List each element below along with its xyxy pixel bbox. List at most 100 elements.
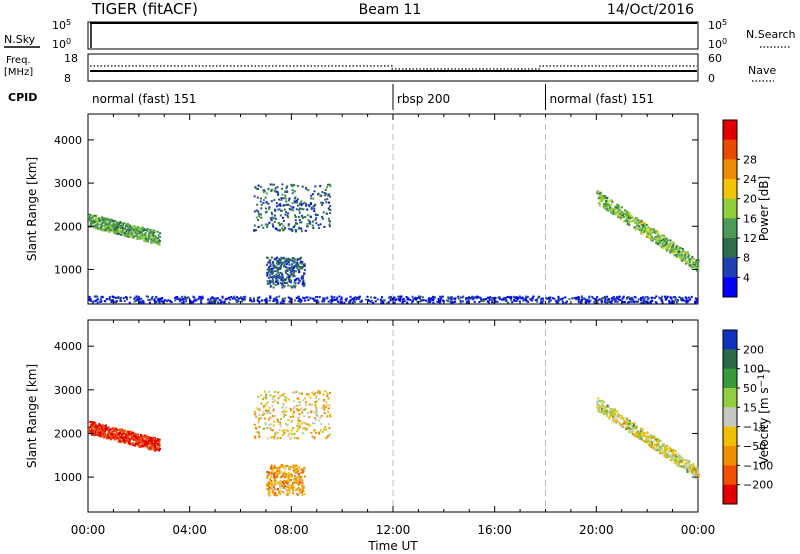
echo-pixel xyxy=(686,465,689,468)
echo-pixel xyxy=(120,227,123,230)
echo-pixel xyxy=(284,260,287,263)
y-tick-label: 2000 xyxy=(54,220,82,233)
echo-pixel xyxy=(275,190,278,193)
echo-pixel xyxy=(290,298,293,301)
echo-pixel xyxy=(324,189,327,191)
echo-pixel xyxy=(257,184,260,187)
echo-pixel xyxy=(116,434,118,437)
echo-pixel xyxy=(654,231,657,234)
echo-pixel xyxy=(127,232,130,235)
echo-pixel xyxy=(571,297,574,300)
echo-pixel xyxy=(658,446,661,449)
echo-pixel xyxy=(269,478,272,481)
echo-pixel xyxy=(258,408,261,411)
echo-pixel xyxy=(93,422,96,425)
echo-pixel xyxy=(235,299,238,302)
echo-pixel xyxy=(224,298,227,301)
echo-pixel xyxy=(221,296,224,299)
echo-pixel xyxy=(641,438,644,441)
echo-pixel xyxy=(303,409,306,411)
echo-pixel xyxy=(296,470,299,473)
echo-pixel xyxy=(554,299,557,302)
echo-pixel xyxy=(89,215,92,218)
echo-pixel xyxy=(428,297,430,300)
echo-pixel xyxy=(296,266,299,269)
echo-pixel xyxy=(665,449,668,452)
echo-pixel xyxy=(672,449,675,451)
echo-pixel xyxy=(650,443,652,446)
echo-pixel xyxy=(275,279,278,282)
echo-pixel xyxy=(596,299,599,302)
echo-pixel xyxy=(612,298,615,301)
echo-pixel xyxy=(297,300,300,302)
echo-pixel xyxy=(319,223,322,226)
echo-pixel xyxy=(358,298,361,301)
echo-pixel xyxy=(110,435,113,438)
echo-pixel xyxy=(153,448,155,451)
echo-pixel xyxy=(659,297,662,300)
echo-pixel xyxy=(525,298,528,301)
echo-pixel xyxy=(313,422,316,425)
echo-pixel xyxy=(530,298,533,301)
echo-pixel xyxy=(608,412,611,415)
echo-pixel xyxy=(314,418,317,421)
echo-pixel xyxy=(298,269,301,272)
echo-pixel xyxy=(263,405,265,408)
echo-pixel xyxy=(201,297,204,300)
echo-pixel xyxy=(138,441,141,444)
echo-pixel xyxy=(309,396,312,399)
echo-pixel xyxy=(521,296,524,299)
echo-pixel xyxy=(284,270,287,273)
echo-pixel xyxy=(626,210,629,213)
colorbar-swatch xyxy=(723,218,737,239)
echo-pixel xyxy=(208,301,211,304)
echo-pixel xyxy=(267,491,270,494)
echo-pixel xyxy=(672,243,675,246)
echo-pixel xyxy=(457,295,460,298)
echo-pixel xyxy=(279,395,282,398)
echo-pixel xyxy=(258,426,261,428)
echo-pixel xyxy=(651,436,654,439)
echo-pixel xyxy=(447,296,450,299)
echo-pixel xyxy=(690,465,693,468)
echo-pixel xyxy=(286,424,289,427)
echo-pixel xyxy=(643,231,645,234)
echo-pixel xyxy=(288,398,291,401)
echo-pixel xyxy=(118,435,121,438)
echo-pixel xyxy=(627,216,630,219)
echo-pixel xyxy=(621,206,623,209)
echo-pixel xyxy=(105,218,108,221)
echo-pixel xyxy=(93,222,96,225)
echo-pixel xyxy=(271,436,274,439)
echo-pixel xyxy=(680,253,683,256)
echo-pixel xyxy=(282,197,285,200)
echo-pixel xyxy=(273,488,276,491)
echo-pixel xyxy=(596,192,599,195)
echo-pixel xyxy=(291,192,294,195)
echo-pixel xyxy=(91,429,94,432)
echo-pixel xyxy=(661,445,663,448)
echo-pixel xyxy=(650,236,653,239)
echo-pixel xyxy=(319,185,322,188)
echo-pixel xyxy=(302,469,305,472)
echo-pixel xyxy=(271,469,274,472)
echo-pixel xyxy=(664,446,667,449)
echo-pixel xyxy=(294,216,297,218)
nave-trace xyxy=(90,65,697,70)
echo-pixel xyxy=(323,411,326,414)
echo-pixel xyxy=(606,196,609,199)
echo-pixel xyxy=(291,189,294,192)
echo-pixel xyxy=(146,227,149,230)
echo-pixel xyxy=(104,300,107,303)
echo-pixel xyxy=(585,299,588,302)
echo-pixel xyxy=(542,299,545,302)
echo-pixel xyxy=(288,491,291,494)
echo-pixel xyxy=(358,295,361,298)
colorbar-swatch xyxy=(723,198,737,219)
echo-pixel xyxy=(147,295,149,298)
echo-pixel xyxy=(279,258,282,261)
echo-pixel xyxy=(288,280,291,283)
echo-pixel xyxy=(668,249,671,252)
echo-pixel xyxy=(307,393,310,396)
echo-pixel xyxy=(277,194,280,196)
